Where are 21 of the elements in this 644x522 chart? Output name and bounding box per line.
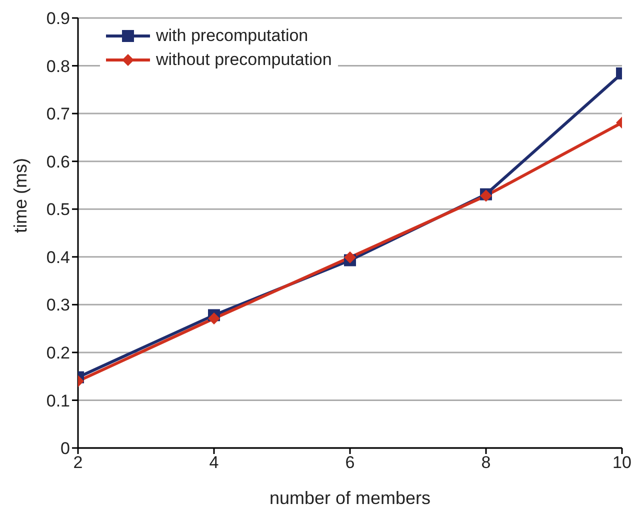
x-tick-label: 6 (345, 453, 355, 472)
legend-label: with precomputation (156, 25, 308, 47)
y-tick-label: 0.5 (46, 200, 70, 220)
x-axis-title: number of members (269, 488, 431, 508)
y-tick-label: 0.4 (46, 248, 70, 267)
y-tick-label: 0.8 (46, 56, 70, 76)
point (344, 251, 356, 264)
y-tick-label: 0.6 (46, 152, 70, 172)
x-tick-label: 8 (481, 453, 491, 472)
y-tick-label: 0.3 (46, 296, 70, 315)
point (208, 312, 220, 325)
y-tick-label: 0.1 (46, 391, 70, 410)
y-tick-label: 0 (60, 439, 70, 458)
y-tick-label: 0.2 (46, 343, 70, 362)
x-tick-label: 2 (73, 453, 83, 472)
legend-label: without precomputation (156, 49, 332, 71)
y-tick-label: 0.7 (46, 104, 70, 124)
y-axis-title: time (ms) (10, 158, 30, 233)
y-tick-label: 0.9 (46, 9, 70, 28)
x-tick-label: 4 (209, 453, 219, 472)
x-tick-label: 10 (612, 453, 632, 472)
